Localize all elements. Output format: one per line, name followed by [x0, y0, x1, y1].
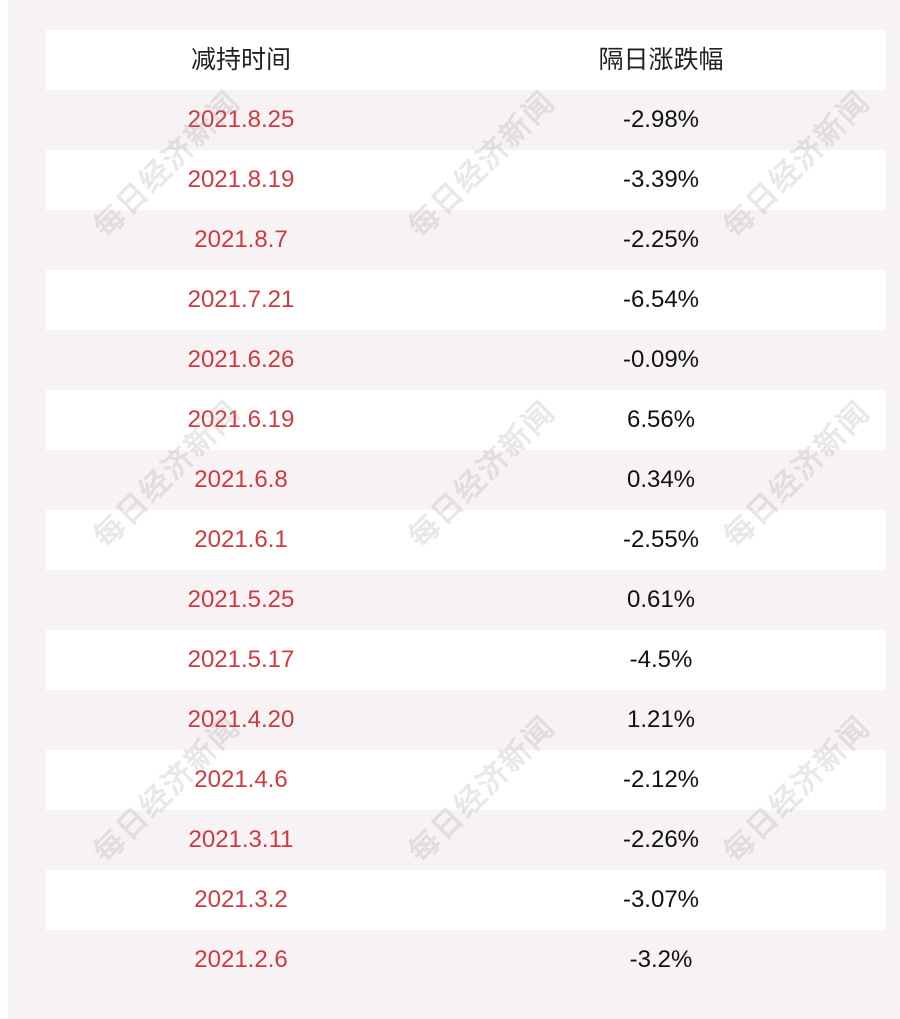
table-row: 2021.4.20 1.21%: [46, 690, 886, 750]
date-cell: 2021.7.21: [187, 286, 295, 313]
table-row: 2021.6.26 -0.09%: [46, 330, 886, 390]
change-cell: -3.2%: [629, 946, 693, 973]
date-cell: 2021.8.7: [194, 226, 288, 253]
change-cell: -2.25%: [622, 226, 700, 253]
table-row: 2021.6.19 6.56%: [46, 390, 886, 450]
table-body: 2021.8.25 -2.98% 2021.8.19 -3.39% 2021.8.7 -2…: [46, 90, 886, 990]
change-cell: -2.55%: [622, 526, 700, 553]
date-cell: 2021.4.6: [194, 766, 288, 793]
change-cell: -3.07%: [622, 886, 700, 913]
date-cell: 2021.6.19: [187, 406, 295, 433]
table-row: 2021.7.21 -6.54%: [46, 270, 886, 330]
table-row: 2021.8.19 -3.39%: [46, 150, 886, 210]
date-cell: 2021.3.11: [188, 826, 294, 853]
table-row: 2021.6.1 -2.55%: [46, 510, 886, 570]
change-cell: 1.21%: [626, 706, 696, 733]
table-header-row: 减持时间 隔日涨跌幅: [46, 30, 886, 90]
table-row: 2021.6.8 0.34%: [46, 450, 886, 510]
date-cell: 2021.8.19: [187, 166, 295, 193]
date-cell: 2021.5.25: [187, 586, 295, 613]
table-row: 2021.8.25 -2.98%: [46, 90, 886, 150]
data-table: 减持时间 隔日涨跌幅 2021.8.25 -2.98% 2021.8.19 -3.39…: [46, 30, 886, 990]
table-row: 2021.3.2 -3.07%: [46, 870, 886, 930]
change-cell: -2.12%: [622, 766, 700, 793]
table-row: 2021.8.7 -2.25%: [46, 210, 886, 270]
date-cell: 2021.2.6: [194, 946, 288, 973]
date-cell: 2021.5.17: [187, 646, 295, 673]
change-cell: -4.5%: [629, 646, 693, 673]
date-cell: 2021.4.20: [187, 706, 295, 733]
date-cell: 2021.3.2: [194, 886, 288, 913]
change-cell: -2.98%: [622, 106, 700, 133]
change-cell: 6.56%: [626, 406, 696, 433]
change-cell: -0.09%: [622, 346, 700, 373]
date-cell: 2021.6.26: [187, 346, 295, 373]
table-row: 2021.5.17 -4.5%: [46, 630, 886, 690]
table-row: 2021.5.25 0.61%: [46, 570, 886, 630]
change-cell: -3.39%: [622, 166, 700, 193]
change-cell: 0.34%: [626, 466, 696, 493]
table-row: 2021.2.6 -3.2%: [46, 930, 886, 990]
content-panel: 减持时间 隔日涨跌幅 2021.8.25 -2.98% 2021.8.19 -3.39…: [8, 0, 900, 1019]
date-cell: 2021.6.1: [194, 526, 288, 553]
date-cell: 2021.8.25: [187, 106, 295, 133]
table-row: 2021.3.11 -2.26%: [46, 810, 886, 870]
change-cell: 0.61%: [626, 586, 696, 613]
change-cell: -6.54%: [622, 286, 700, 313]
header-next-day-change: 隔日涨跌幅: [598, 46, 724, 74]
date-cell: 2021.6.8: [194, 466, 288, 493]
header-reduce-time: 减持时间: [190, 46, 291, 74]
change-cell: -2.26%: [622, 826, 700, 853]
table-row: 2021.4.6 -2.12%: [46, 750, 886, 810]
